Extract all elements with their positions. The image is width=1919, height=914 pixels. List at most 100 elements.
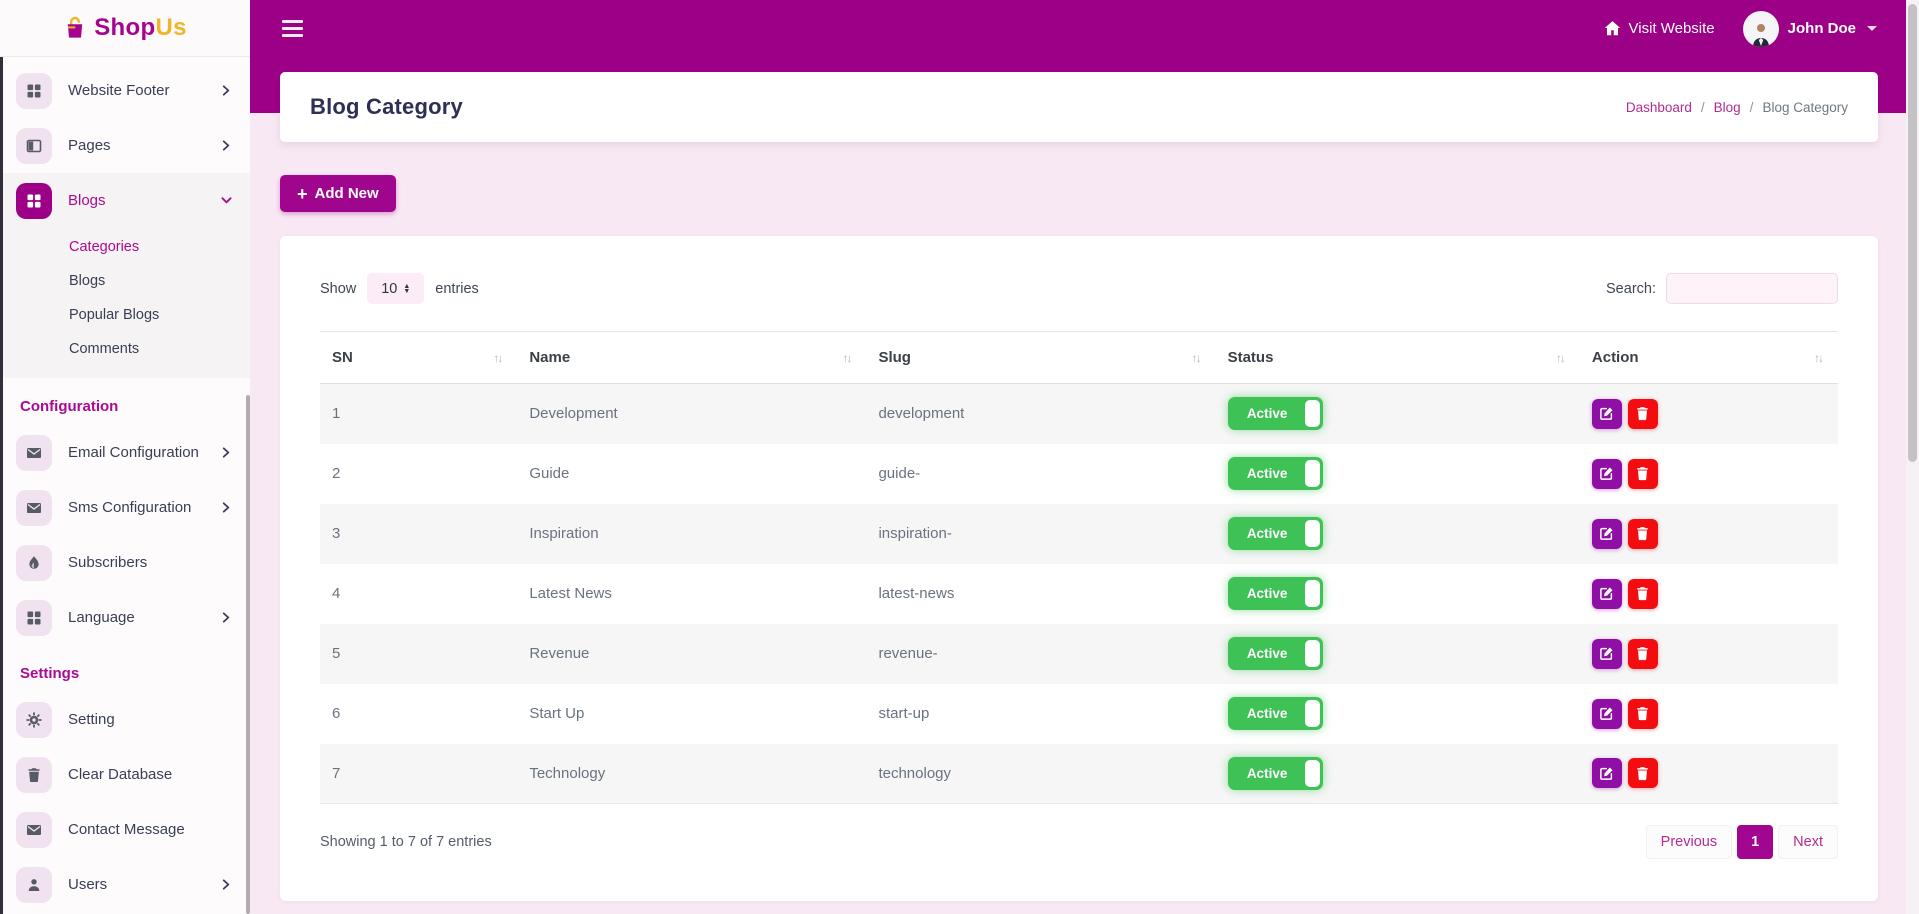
pagination-page-1-button[interactable]: 1 — [1737, 825, 1774, 859]
table-header-row: SN ↑↓ Name ↑↓ Slug ↑↓ Status ↑↓ Action ↑↓ — [320, 331, 1838, 384]
sort-icon[interactable]: ↑↓ — [1555, 350, 1566, 365]
status-toggle[interactable]: Active — [1227, 756, 1323, 790]
status-toggle[interactable]: Active — [1227, 577, 1323, 610]
sidebar-item-language[interactable]: Language — [0, 590, 250, 645]
main-area: Visit Website John Doe Blog Category Das… — [250, 0, 1919, 914]
pagination-next-button[interactable]: Next — [1778, 825, 1838, 859]
user-menu[interactable]: John Doe — [1742, 10, 1877, 47]
edit-button[interactable] — [1591, 398, 1622, 429]
toggle-knob-icon — [1304, 520, 1320, 547]
breadcrumb-separator: / — [1700, 99, 1705, 115]
chevron-right-icon — [221, 447, 232, 458]
cell-status: Active — [1216, 504, 1580, 564]
edit-button[interactable] — [1591, 518, 1622, 549]
status-label: Active — [1246, 406, 1288, 422]
trash-icon — [1635, 526, 1650, 541]
sidebar-scrollbar-thumb[interactable] — [246, 395, 250, 914]
delete-button[interactable] — [1627, 698, 1658, 729]
delete-button[interactable] — [1627, 518, 1658, 549]
delete-button[interactable] — [1627, 578, 1658, 609]
grid-icon — [16, 182, 52, 219]
entries-label: entries — [435, 280, 479, 297]
page-length-select[interactable]: 10 ▲ ▼ — [367, 273, 425, 304]
sort-icon[interactable]: ↑↓ — [493, 350, 503, 365]
sidebar-item-blogs[interactable]: Blogs — [0, 173, 250, 228]
column-header-action[interactable]: Action ↑↓ — [1579, 331, 1838, 384]
status-toggle[interactable]: Active — [1227, 457, 1323, 490]
sidebar-item-clear-database[interactable]: Clear Database — [0, 747, 250, 802]
add-new-button[interactable]: + Add New — [280, 175, 396, 212]
sidebar-scrollbar-left[interactable] — [0, 57, 3, 914]
window-scrollbar-thumb[interactable] — [1908, 4, 1917, 462]
trash-icon — [1635, 466, 1650, 481]
cell-slug: start-up — [878, 705, 930, 722]
sort-icon[interactable]: ↑↓ — [1814, 350, 1824, 365]
toggle-knob-icon — [1304, 759, 1320, 787]
hamburger-menu-icon[interactable] — [282, 19, 303, 38]
sidebar-item-website-footer[interactable]: Website Footer — [0, 63, 250, 118]
toggle-knob-icon — [1304, 400, 1320, 428]
sort-icon[interactable]: ↑↓ — [1191, 350, 1202, 365]
cell-status: Active — [1216, 684, 1580, 744]
trash-icon — [1635, 586, 1650, 601]
blog-category-table: SN ↑↓ Name ↑↓ Slug ↑↓ Status ↑↓ Action ↑↓ 1 D… — [320, 331, 1838, 804]
column-header-name[interactable]: Name ↑↓ — [517, 331, 867, 384]
sidebar-subitem-popular-blogs[interactable]: Popular Blogs — [69, 307, 160, 323]
table-info: Showing 1 to 7 of 7 entries — [320, 834, 492, 850]
cell-action — [1580, 444, 1838, 504]
breadcrumb-blog[interactable]: Blog — [1713, 99, 1741, 115]
flame-icon — [16, 544, 52, 581]
column-header-status[interactable]: Status ↑↓ — [1215, 331, 1580, 384]
sidebar-item-contact-message[interactable]: Contact Message — [0, 802, 250, 857]
cell-slug: guide- — [878, 465, 921, 482]
status-toggle[interactable]: Active — [1227, 397, 1323, 431]
sidebar-item-pages[interactable]: Pages — [0, 118, 250, 173]
shopping-bag-icon — [63, 16, 87, 40]
sidebar-item-subscribers[interactable]: Subscribers — [0, 535, 250, 590]
brand-logo[interactable]: ShopUs — [0, 0, 250, 57]
table-row: 5 Revenue revenue- Active — [320, 623, 1838, 684]
delete-button[interactable] — [1627, 758, 1658, 789]
window-scrollbar[interactable] — [1906, 0, 1919, 914]
sidebar-item-label: Email Configuration — [68, 444, 199, 461]
status-toggle[interactable]: Active — [1227, 517, 1323, 550]
status-toggle[interactable]: Active — [1227, 637, 1323, 670]
breadcrumb-current: Blog Category — [1762, 99, 1848, 115]
sidebar-item-label: Blogs — [68, 192, 106, 209]
toggle-knob-icon — [1304, 700, 1320, 727]
search-input[interactable] — [1666, 273, 1838, 304]
edit-button[interactable] — [1591, 638, 1622, 669]
sort-icon[interactable]: ↑↓ — [842, 350, 852, 365]
cell-sn: 3 — [332, 525, 341, 542]
sidebar-subitem-blogs[interactable]: Blogs — [69, 273, 106, 289]
edit-button[interactable] — [1591, 458, 1622, 489]
cell-sn: 2 — [332, 465, 341, 482]
cell-status: Active — [1216, 564, 1580, 624]
cell-action — [1579, 743, 1838, 804]
status-toggle[interactable]: Active — [1227, 697, 1323, 730]
delete-button[interactable] — [1627, 458, 1658, 489]
breadcrumb-dashboard[interactable]: Dashboard — [1625, 99, 1692, 115]
table-card: Show 10 ▲ ▼ entries Search: SN ↑↓ Name ↑↓ S… — [280, 236, 1878, 901]
column-header-sn[interactable]: SN ↑↓ — [320, 331, 518, 384]
status-label: Active — [1246, 586, 1288, 601]
edit-button[interactable] — [1591, 578, 1622, 609]
sidebar-item-label: Setting — [68, 711, 115, 728]
sidebar-item-sms-configuration[interactable]: Sms Configuration — [0, 480, 250, 535]
sidebar-item-setting[interactable]: Setting — [0, 692, 250, 747]
edit-button[interactable] — [1591, 758, 1622, 789]
envelope-icon — [16, 811, 52, 848]
sidebar-subitem-comments[interactable]: Comments — [69, 341, 140, 357]
table-row: 2 Guide guide- Active — [320, 444, 1838, 504]
visit-website-link[interactable]: Visit Website — [1604, 20, 1715, 37]
sidebar-subitem-categories[interactable]: Categories — [69, 239, 140, 255]
delete-button[interactable] — [1627, 638, 1658, 669]
delete-button[interactable] — [1627, 398, 1658, 429]
sidebar-item-users[interactable]: Users — [0, 857, 250, 912]
sidebar-item-email-configuration[interactable]: Email Configuration — [0, 425, 250, 480]
sidebar-item-label: Website Footer — [68, 82, 170, 99]
column-header-slug[interactable]: Slug ↑↓ — [866, 331, 1216, 384]
cell-name: Revenue — [529, 645, 590, 662]
pagination-previous-button[interactable]: Previous — [1645, 825, 1733, 859]
edit-button[interactable] — [1591, 698, 1622, 729]
